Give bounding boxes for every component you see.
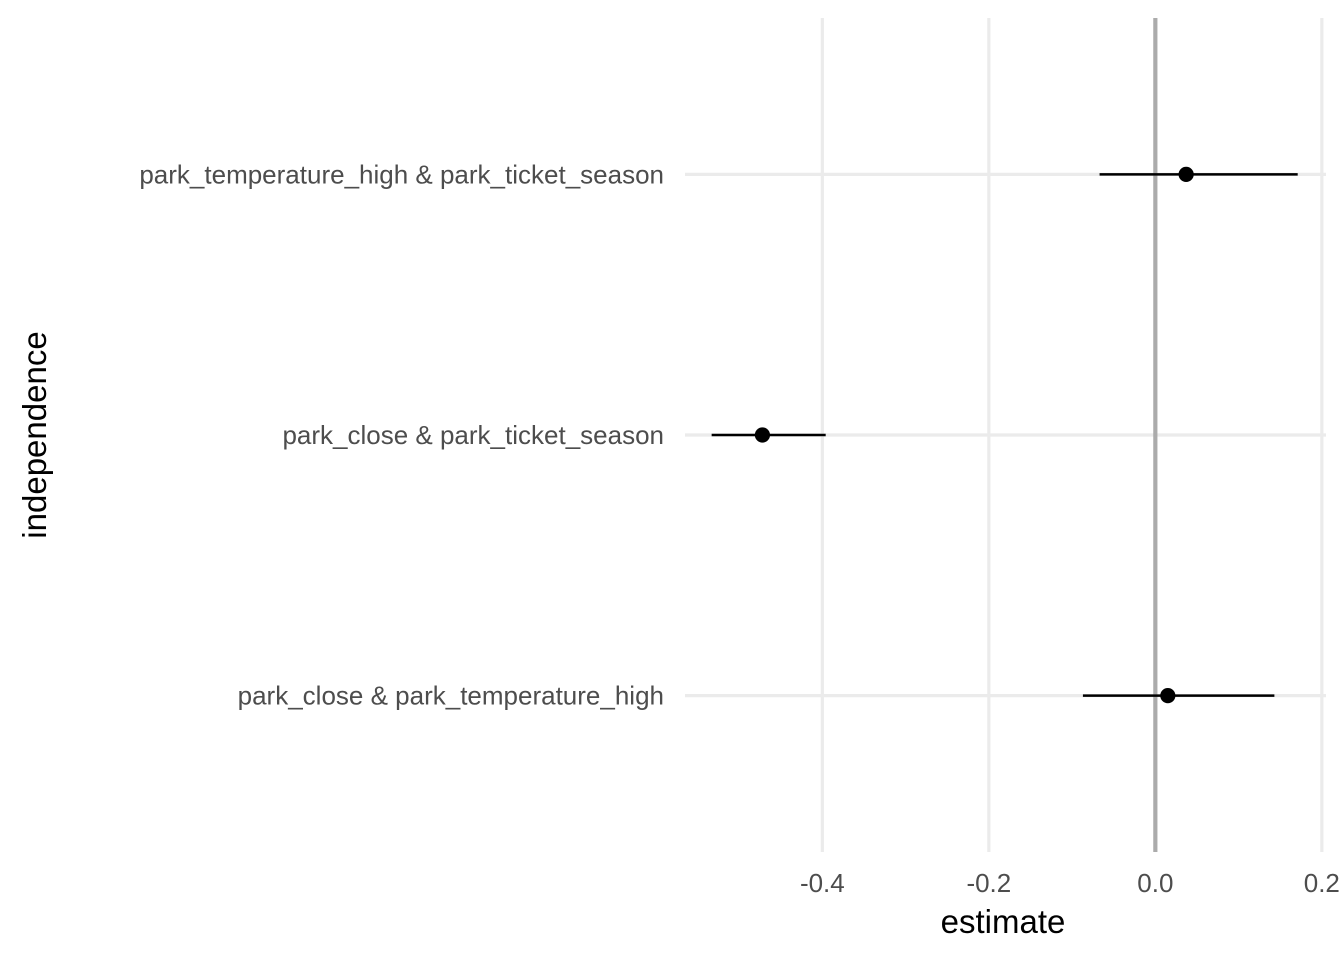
y-tick-label: park_close & park_temperature_high [238,681,664,711]
estimate-point [1160,688,1176,704]
x-tick-labels: -0.4 -0.2 0.0 0.2 [800,868,1340,898]
y-tick-label: park_close & park_ticket_season [282,420,664,450]
x-tick-label: -0.2 [966,868,1011,898]
x-tick-label: 0.0 [1137,868,1173,898]
x-tick-label: 0.2 [1304,868,1340,898]
y-tick-label: park_temperature_high & park_ticket_seas… [139,159,664,189]
estimate-point [1178,166,1194,182]
estimate-point [754,427,771,443]
y-axis-title: independence [16,331,53,538]
x-tick-label: -0.4 [800,868,845,898]
y-tick-labels: park_temperature_high & park_ticket_seas… [139,159,664,710]
estimate-marks [711,166,1298,704]
x-axis-title: estimate [941,903,1066,940]
